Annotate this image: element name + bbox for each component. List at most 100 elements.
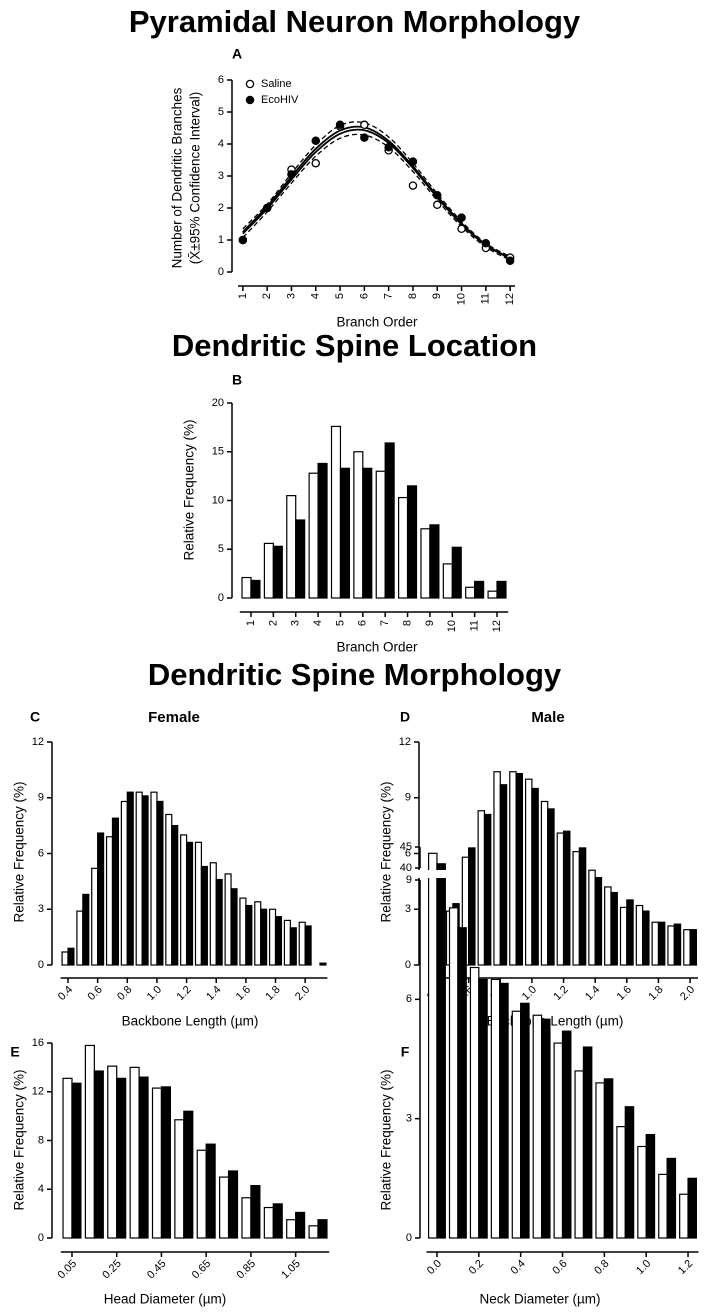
x-tick-label: 2.0 (293, 984, 312, 1003)
bar (120, 800, 128, 966)
x-tick-label: 0.4 (56, 984, 75, 1003)
x-tick-label: 2 (261, 293, 273, 299)
x-tick-label: 3 (290, 620, 302, 626)
legend-marker (245, 95, 255, 105)
x-tick-label: 12 (491, 620, 503, 632)
bar (619, 906, 628, 966)
y-tick-label: 0 (218, 266, 224, 278)
point (457, 213, 466, 222)
bar (62, 1077, 73, 1239)
bar (562, 830, 571, 966)
bar (111, 817, 120, 966)
point (408, 157, 418, 166)
bar (645, 1133, 656, 1239)
x-tick-label: 1.2 (174, 984, 193, 1003)
ci-lower (242, 133, 511, 261)
bar (604, 886, 612, 966)
bar (637, 1145, 647, 1239)
y-tick-label: 20 (212, 397, 224, 409)
bar (241, 576, 252, 599)
x-tick-label: 0.85 (234, 1258, 258, 1282)
y-tick-label: 0 (218, 592, 224, 604)
bar (384, 442, 395, 599)
bar (667, 925, 675, 966)
x-tick-label: 10 (446, 620, 458, 632)
x-tick-label: 0.45 (145, 1258, 169, 1282)
bar (487, 590, 498, 599)
bar (224, 873, 232, 966)
bar (165, 813, 173, 966)
bar (105, 836, 114, 966)
bar (499, 982, 509, 1239)
x-axis-label: Head Diameter (µm) (104, 1292, 227, 1307)
bar (254, 901, 262, 966)
y-tick-label: 15 (212, 446, 224, 458)
panel-label: A (232, 46, 242, 62)
y-axis-label: (X̄±95% Confidence Interval) (188, 92, 203, 265)
x-tick-label: 0.65 (190, 1258, 214, 1282)
bar (687, 1177, 698, 1239)
bar (578, 847, 587, 966)
bar (61, 951, 69, 966)
bar (308, 472, 319, 599)
y-tick-label: 0 (38, 1232, 44, 1244)
x-tick-label: 1.0 (520, 984, 539, 1003)
x-tick-label: 5 (334, 620, 346, 626)
x-tick-label: 1.0 (634, 1258, 653, 1277)
legend-marker (245, 79, 255, 89)
x-axis-label: Neck Diameter (µm) (479, 1292, 600, 1307)
ci-upper (242, 121, 511, 258)
x-tick-label: 0.6 (550, 1258, 569, 1277)
bar (635, 904, 644, 966)
point (384, 142, 393, 152)
bar (626, 899, 634, 966)
x-tick-label: 11 (469, 620, 481, 631)
bar (651, 921, 660, 966)
bar (298, 921, 306, 966)
bar (532, 1014, 543, 1239)
y-tick-label: 3 (406, 1113, 412, 1125)
bar (107, 1065, 118, 1239)
x-tick-label: 2.0 (678, 984, 697, 1003)
bar (126, 791, 134, 966)
x-tick-label: 1.4 (583, 984, 602, 1003)
x-tick-label: 6 (358, 293, 370, 299)
bar (683, 929, 691, 966)
bar (209, 862, 217, 966)
bar (561, 1030, 572, 1239)
x-tick-label: 4 (312, 620, 324, 626)
bar (603, 1078, 614, 1239)
bar (272, 1203, 283, 1239)
y-axis-label: Relative Frequency (%) (12, 781, 27, 922)
y-axis-label: Relative Frequency (%) (379, 1069, 394, 1210)
bar (658, 1173, 668, 1239)
point (311, 158, 321, 168)
x-tick-label: 12 (504, 293, 516, 305)
bar (219, 1176, 230, 1239)
bar (451, 546, 462, 599)
bar (194, 841, 203, 966)
bar (553, 1042, 564, 1239)
bar (524, 778, 533, 966)
x-tick-label: 1.8 (263, 984, 282, 1003)
y-tick-label: 12 (32, 1086, 44, 1098)
x-tick-label: 1.2 (676, 1258, 695, 1277)
section-title: Dendritic Spine Location (172, 328, 537, 363)
bar (429, 524, 440, 599)
bar (610, 891, 618, 966)
x-tick-label: 5 (334, 293, 346, 299)
bar (317, 462, 328, 599)
x-tick-label: 0.8 (592, 1258, 611, 1277)
bar (448, 907, 459, 1239)
bar (574, 1070, 585, 1239)
bar (362, 467, 373, 599)
y-tick-label: 6 (405, 847, 411, 859)
y-tick-label: 0 (406, 1232, 412, 1244)
bar (499, 784, 508, 966)
bar (230, 888, 238, 966)
bar (260, 908, 268, 966)
bar (436, 863, 446, 1239)
x-tick-label: 6 (357, 620, 369, 626)
x-tick-label: 3 (285, 293, 297, 299)
bar (196, 1149, 207, 1239)
